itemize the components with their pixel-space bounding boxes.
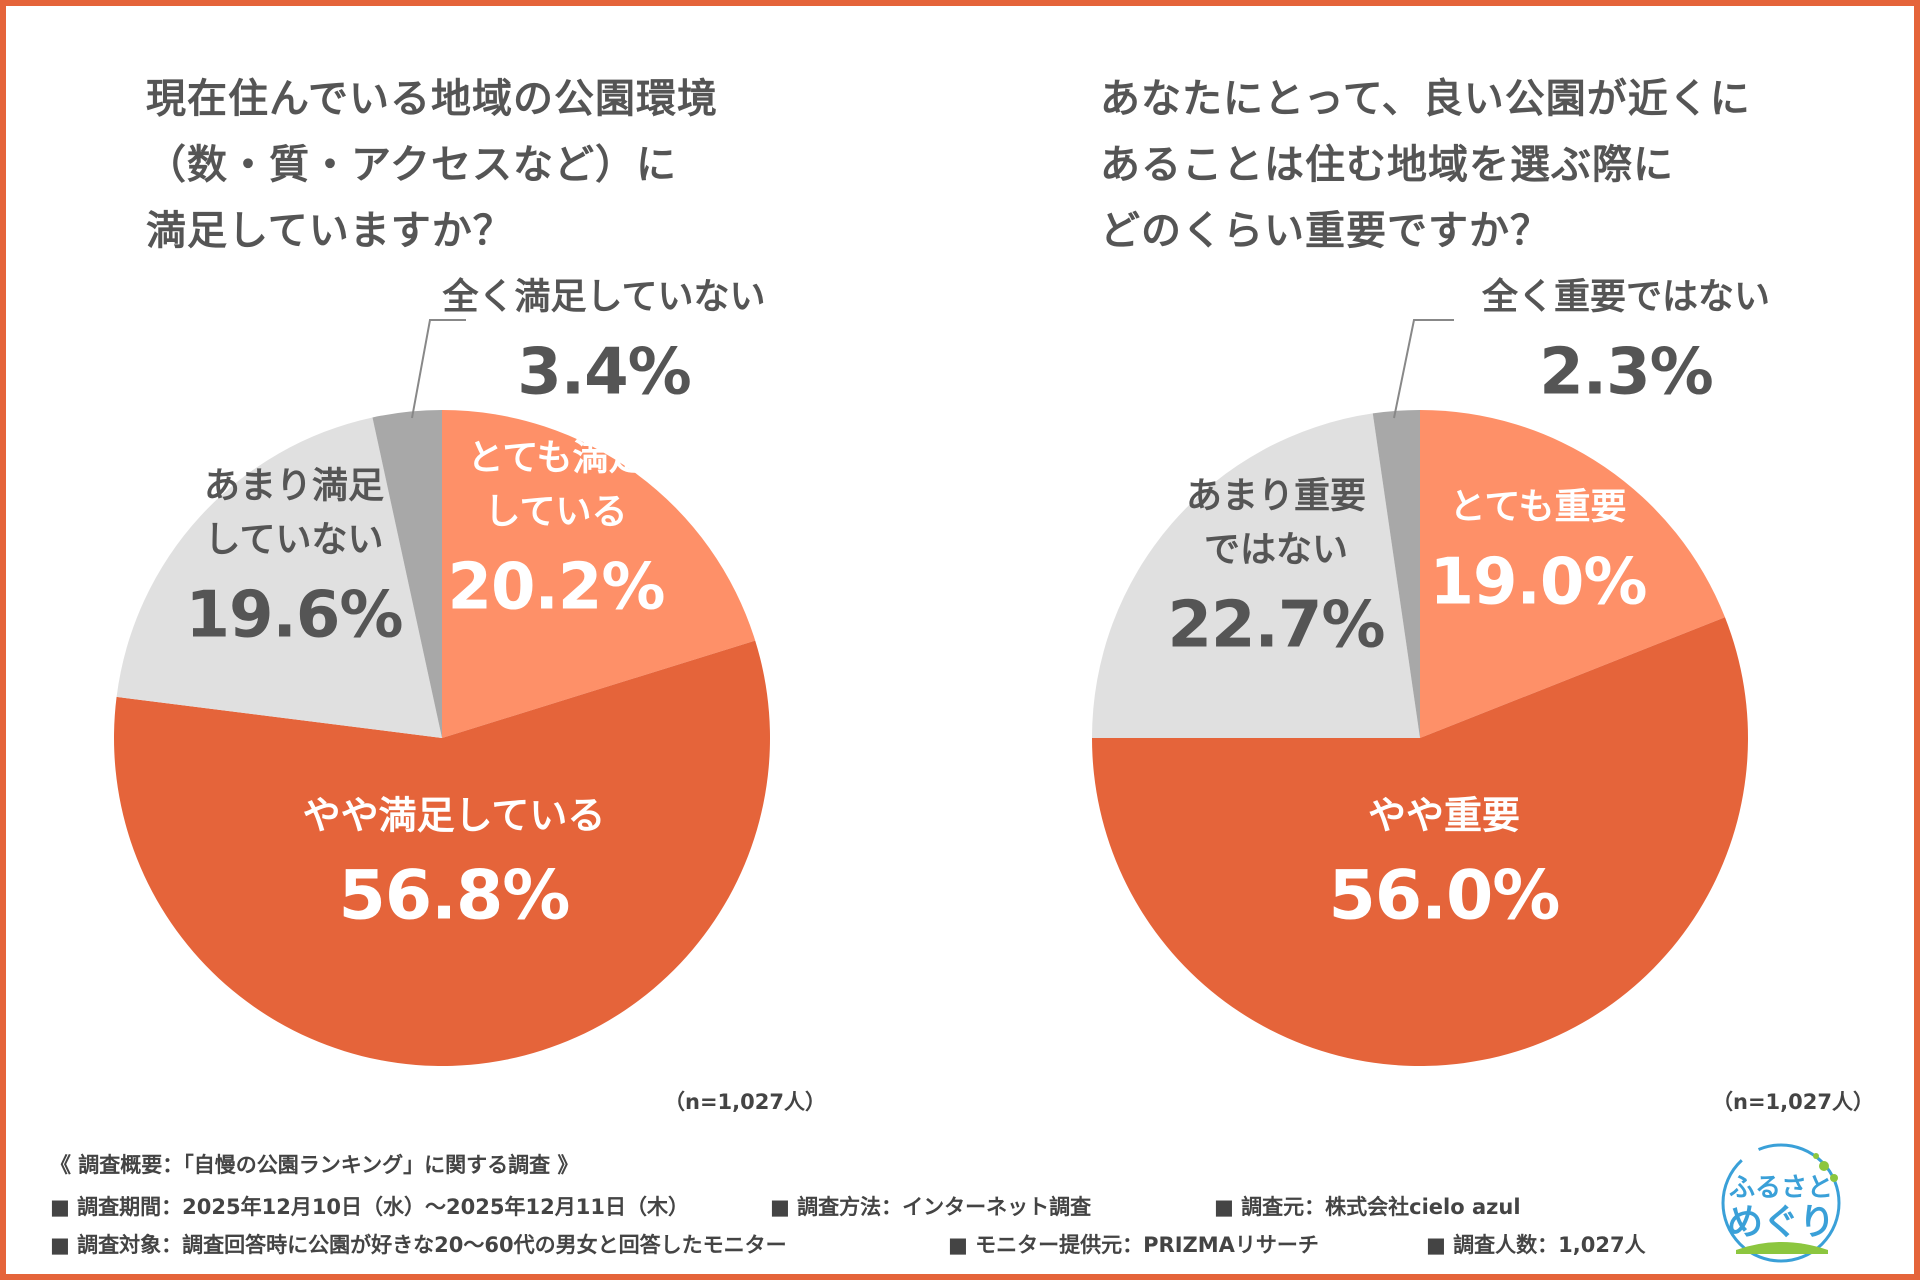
pie-1-label-not-really-line-1: あまり満足 (204, 466, 384, 507)
survey-target: ■ 調査対象：調査回答時に公園が好きな20〜60代の男女と回答したモニター (50, 1233, 787, 1257)
pie-1-label-not-really-line-2: していない (205, 520, 384, 561)
survey-count: ■ 調査人数：1,027人 (1426, 1233, 1646, 1257)
pie-1-value-very: 20.2% (447, 551, 664, 625)
pie-2-slice-very (1420, 410, 1725, 738)
chart-2-question: あなたにとって、良い公園が近くに あることは住む地域を選ぶ際に どのくらい重要で… (1100, 76, 1751, 254)
logo-text-line2: めぐり (1727, 1202, 1835, 1243)
pie-2-label-not-really-line-1: あまり重要 (1186, 476, 1366, 517)
chart-1-question: 現在住んでいる地域の公園環境 （数・質・アクセスなど）に 満足していますか？ (146, 76, 718, 254)
pie-2-leader-line (1393, 319, 1454, 419)
chart-1-sample-size: （n=1,027人） (664, 1090, 826, 1114)
pie-1-slice-not-at-all (372, 410, 442, 738)
pie-1-slice-very (442, 410, 756, 738)
pie-1-label-very-line-2: している (485, 492, 628, 533)
pie-1-label-somewhat-line-1: やや満足している (303, 794, 606, 838)
pie-2-label-not-at-all-line-1: 全く重要ではない (1481, 276, 1770, 318)
pie-2-label-very-line-1: とても重要 (1449, 487, 1626, 528)
pie-2-slice-not-really (1092, 413, 1420, 738)
pie-2-value-very: 19.0% (1429, 546, 1646, 620)
pie-2-label-not-really-line-2: ではない (1204, 530, 1348, 571)
pie-2-value-somewhat: 56.0% (1329, 857, 1560, 936)
monitor-provider: ■ モニター提供元：PRIZMAリサーチ (948, 1233, 1319, 1257)
pie-1-label-very-line-1: とても満足 (467, 438, 644, 479)
pie-2-value-not-really: 22.7% (1167, 589, 1384, 663)
pie-1-value-somewhat: 56.8% (339, 857, 570, 936)
survey-source: ■ 調査元：株式会社cielo azul (1214, 1195, 1521, 1219)
pie-2-slice-somewhat (1091, 617, 1748, 1066)
pie-1-slice-not-really (116, 417, 442, 738)
pie-1-value-not-really: 19.6% (185, 579, 402, 653)
survey-period: ■ 調査期間：2025年12月10日（水）〜2025年12月11日（木） (50, 1195, 689, 1219)
pie-1-slice-somewhat (114, 640, 771, 1066)
pie-1-label-not-at-all-line-1: 全く満足していない (442, 276, 766, 318)
logo-text-line1: ふるさと (1729, 1173, 1833, 1203)
pie-2-slice-not-at-all (1372, 410, 1420, 738)
pie-2-label-somewhat-line-1: やや重要 (1368, 794, 1520, 838)
survey-overview-title: 《 調査概要：「自慢の公園ランキング」に関する調査 》 (50, 1153, 579, 1177)
furusato-meguri-logo: ふるさと めぐり (1721, 1143, 1841, 1263)
pie-1-value-not-at-all: 3.4% (517, 336, 691, 410)
chart-2-sample-size: （n=1,027人） (1712, 1090, 1874, 1114)
pie-1-leader-line (411, 319, 466, 419)
pie-2-value-not-at-all: 2.3% (1539, 336, 1713, 410)
survey-method: ■ 調査方法：インターネット調査 (770, 1195, 1092, 1219)
